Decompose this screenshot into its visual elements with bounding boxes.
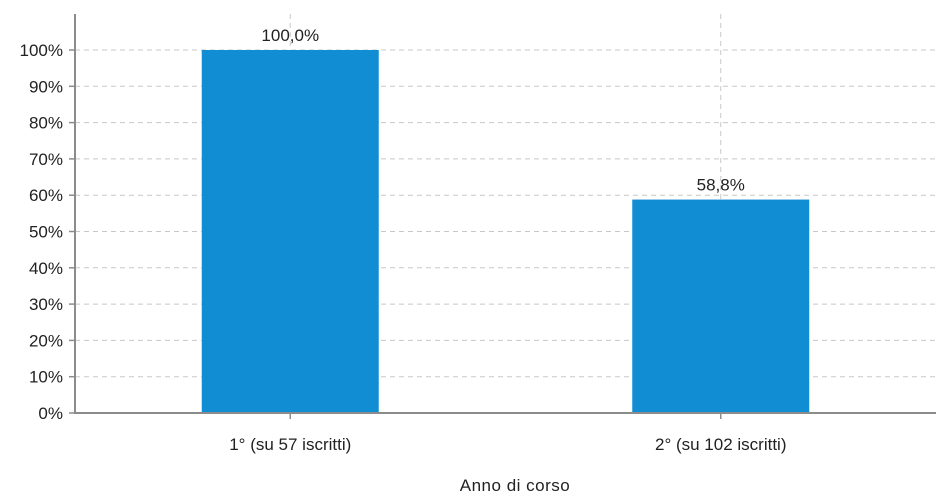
labels: 0% 10% 20% 30% 40% 50% 60% 70% 80% 90% 100% 100,0% 1…: [20, 26, 787, 454]
data-label: 58,8%: [697, 176, 745, 195]
y-tick-label: 90%: [29, 77, 63, 96]
y-tick-label: 70%: [29, 150, 63, 169]
y-tick-label: 50%: [29, 223, 63, 242]
x-tick-label: 2° (su 102 iscritti): [655, 435, 787, 454]
data-label: 100,0%: [261, 26, 319, 45]
x-tick-label: 1° (su 57 iscritti): [229, 435, 351, 454]
x-axis-title: Anno di corso: [460, 476, 570, 495]
bar: [632, 199, 810, 413]
y-tick-label: 40%: [29, 259, 63, 278]
y-tick-label: 80%: [29, 114, 63, 133]
y-tick-label: 20%: [29, 331, 63, 350]
y-tick-label: 100%: [20, 41, 63, 60]
y-tick-label: 30%: [29, 295, 63, 314]
y-tick-label: 60%: [29, 186, 63, 205]
y-tick-label: 10%: [29, 368, 63, 387]
bars: [201, 50, 810, 413]
bar: [201, 50, 379, 413]
y-tick-label: 0%: [38, 404, 63, 423]
axes: [69, 14, 936, 419]
